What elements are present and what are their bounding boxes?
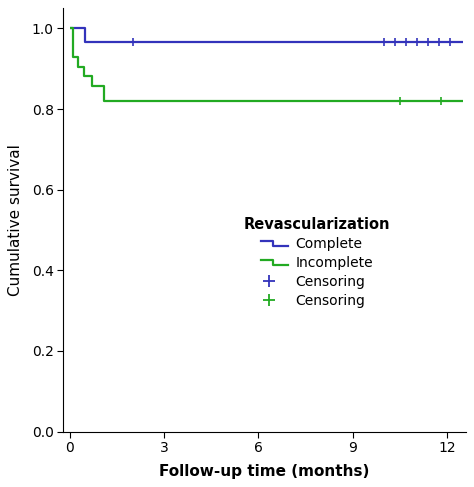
Legend: Complete, Incomplete, Censoring, Censoring: Complete, Incomplete, Censoring, Censori… bbox=[238, 211, 396, 313]
X-axis label: Follow-up time (months): Follow-up time (months) bbox=[159, 464, 370, 479]
Y-axis label: Cumulative survival: Cumulative survival bbox=[9, 144, 23, 296]
